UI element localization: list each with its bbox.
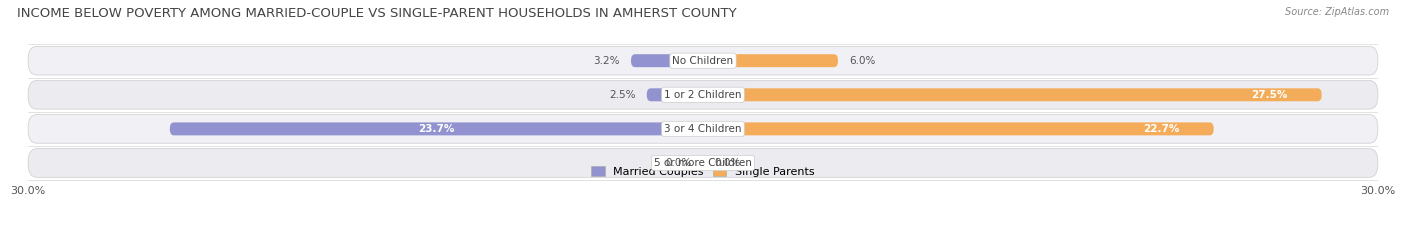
Text: 23.7%: 23.7% — [418, 124, 454, 134]
Text: 0.0%: 0.0% — [714, 158, 741, 168]
FancyBboxPatch shape — [647, 88, 703, 101]
FancyBboxPatch shape — [28, 46, 1378, 75]
Text: 2.5%: 2.5% — [609, 90, 636, 100]
Text: 3.2%: 3.2% — [593, 56, 620, 66]
Legend: Married Couples, Single Parents: Married Couples, Single Parents — [589, 164, 817, 179]
FancyBboxPatch shape — [170, 122, 703, 135]
Text: No Children: No Children — [672, 56, 734, 66]
Text: 27.5%: 27.5% — [1251, 90, 1288, 100]
FancyBboxPatch shape — [703, 157, 710, 169]
Text: 1 or 2 Children: 1 or 2 Children — [664, 90, 742, 100]
Text: 22.7%: 22.7% — [1143, 124, 1180, 134]
Text: 0.0%: 0.0% — [665, 158, 692, 168]
Text: Source: ZipAtlas.com: Source: ZipAtlas.com — [1285, 7, 1389, 17]
FancyBboxPatch shape — [703, 122, 1213, 135]
FancyBboxPatch shape — [28, 80, 1378, 109]
FancyBboxPatch shape — [631, 54, 703, 67]
FancyBboxPatch shape — [703, 88, 1322, 101]
Text: INCOME BELOW POVERTY AMONG MARRIED-COUPLE VS SINGLE-PARENT HOUSEHOLDS IN AMHERST: INCOME BELOW POVERTY AMONG MARRIED-COUPL… — [17, 7, 737, 20]
FancyBboxPatch shape — [703, 54, 838, 67]
Text: 3 or 4 Children: 3 or 4 Children — [664, 124, 742, 134]
FancyBboxPatch shape — [28, 115, 1378, 143]
Text: 5 or more Children: 5 or more Children — [654, 158, 752, 168]
FancyBboxPatch shape — [28, 149, 1378, 177]
FancyBboxPatch shape — [696, 157, 703, 169]
Text: 6.0%: 6.0% — [849, 56, 876, 66]
